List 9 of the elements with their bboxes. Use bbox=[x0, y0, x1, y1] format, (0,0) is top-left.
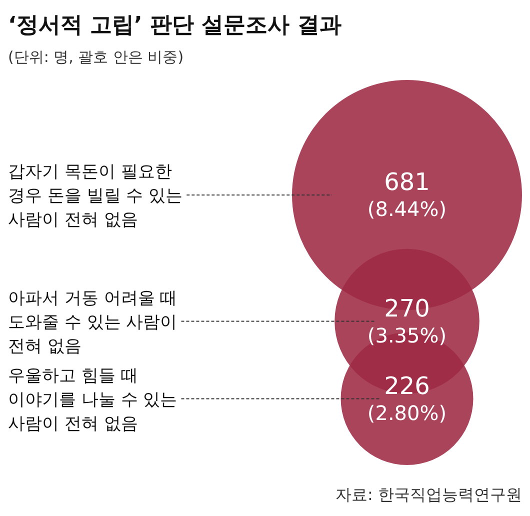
text: 자료: 한국직업능력연구원 bbox=[336, 485, 522, 504]
category-label: 아파서 거동 어려울 때 도와줄 수 있는 사람이 전혀 없음 bbox=[8, 288, 178, 356]
data-label: 270 (3.35%) bbox=[367, 294, 447, 348]
category-label: 갑자기 목돈이 필요한 경우 돈을 빌릴 수 있는 사람이 전혀 없음 bbox=[8, 162, 183, 230]
text: (단위: 명, 괄호 안은 비중) bbox=[8, 48, 184, 66]
category-label: 우울하고 힘들 때 이야기를 나눌 수 있는 사람이 전혀 없음 bbox=[8, 366, 178, 434]
data-label: 226 (2.80%) bbox=[367, 372, 447, 425]
text: ‘정서적 고립’ 판단 설문조사 결과 bbox=[8, 13, 342, 38]
data-label: 681 (8.44%) bbox=[367, 168, 447, 221]
